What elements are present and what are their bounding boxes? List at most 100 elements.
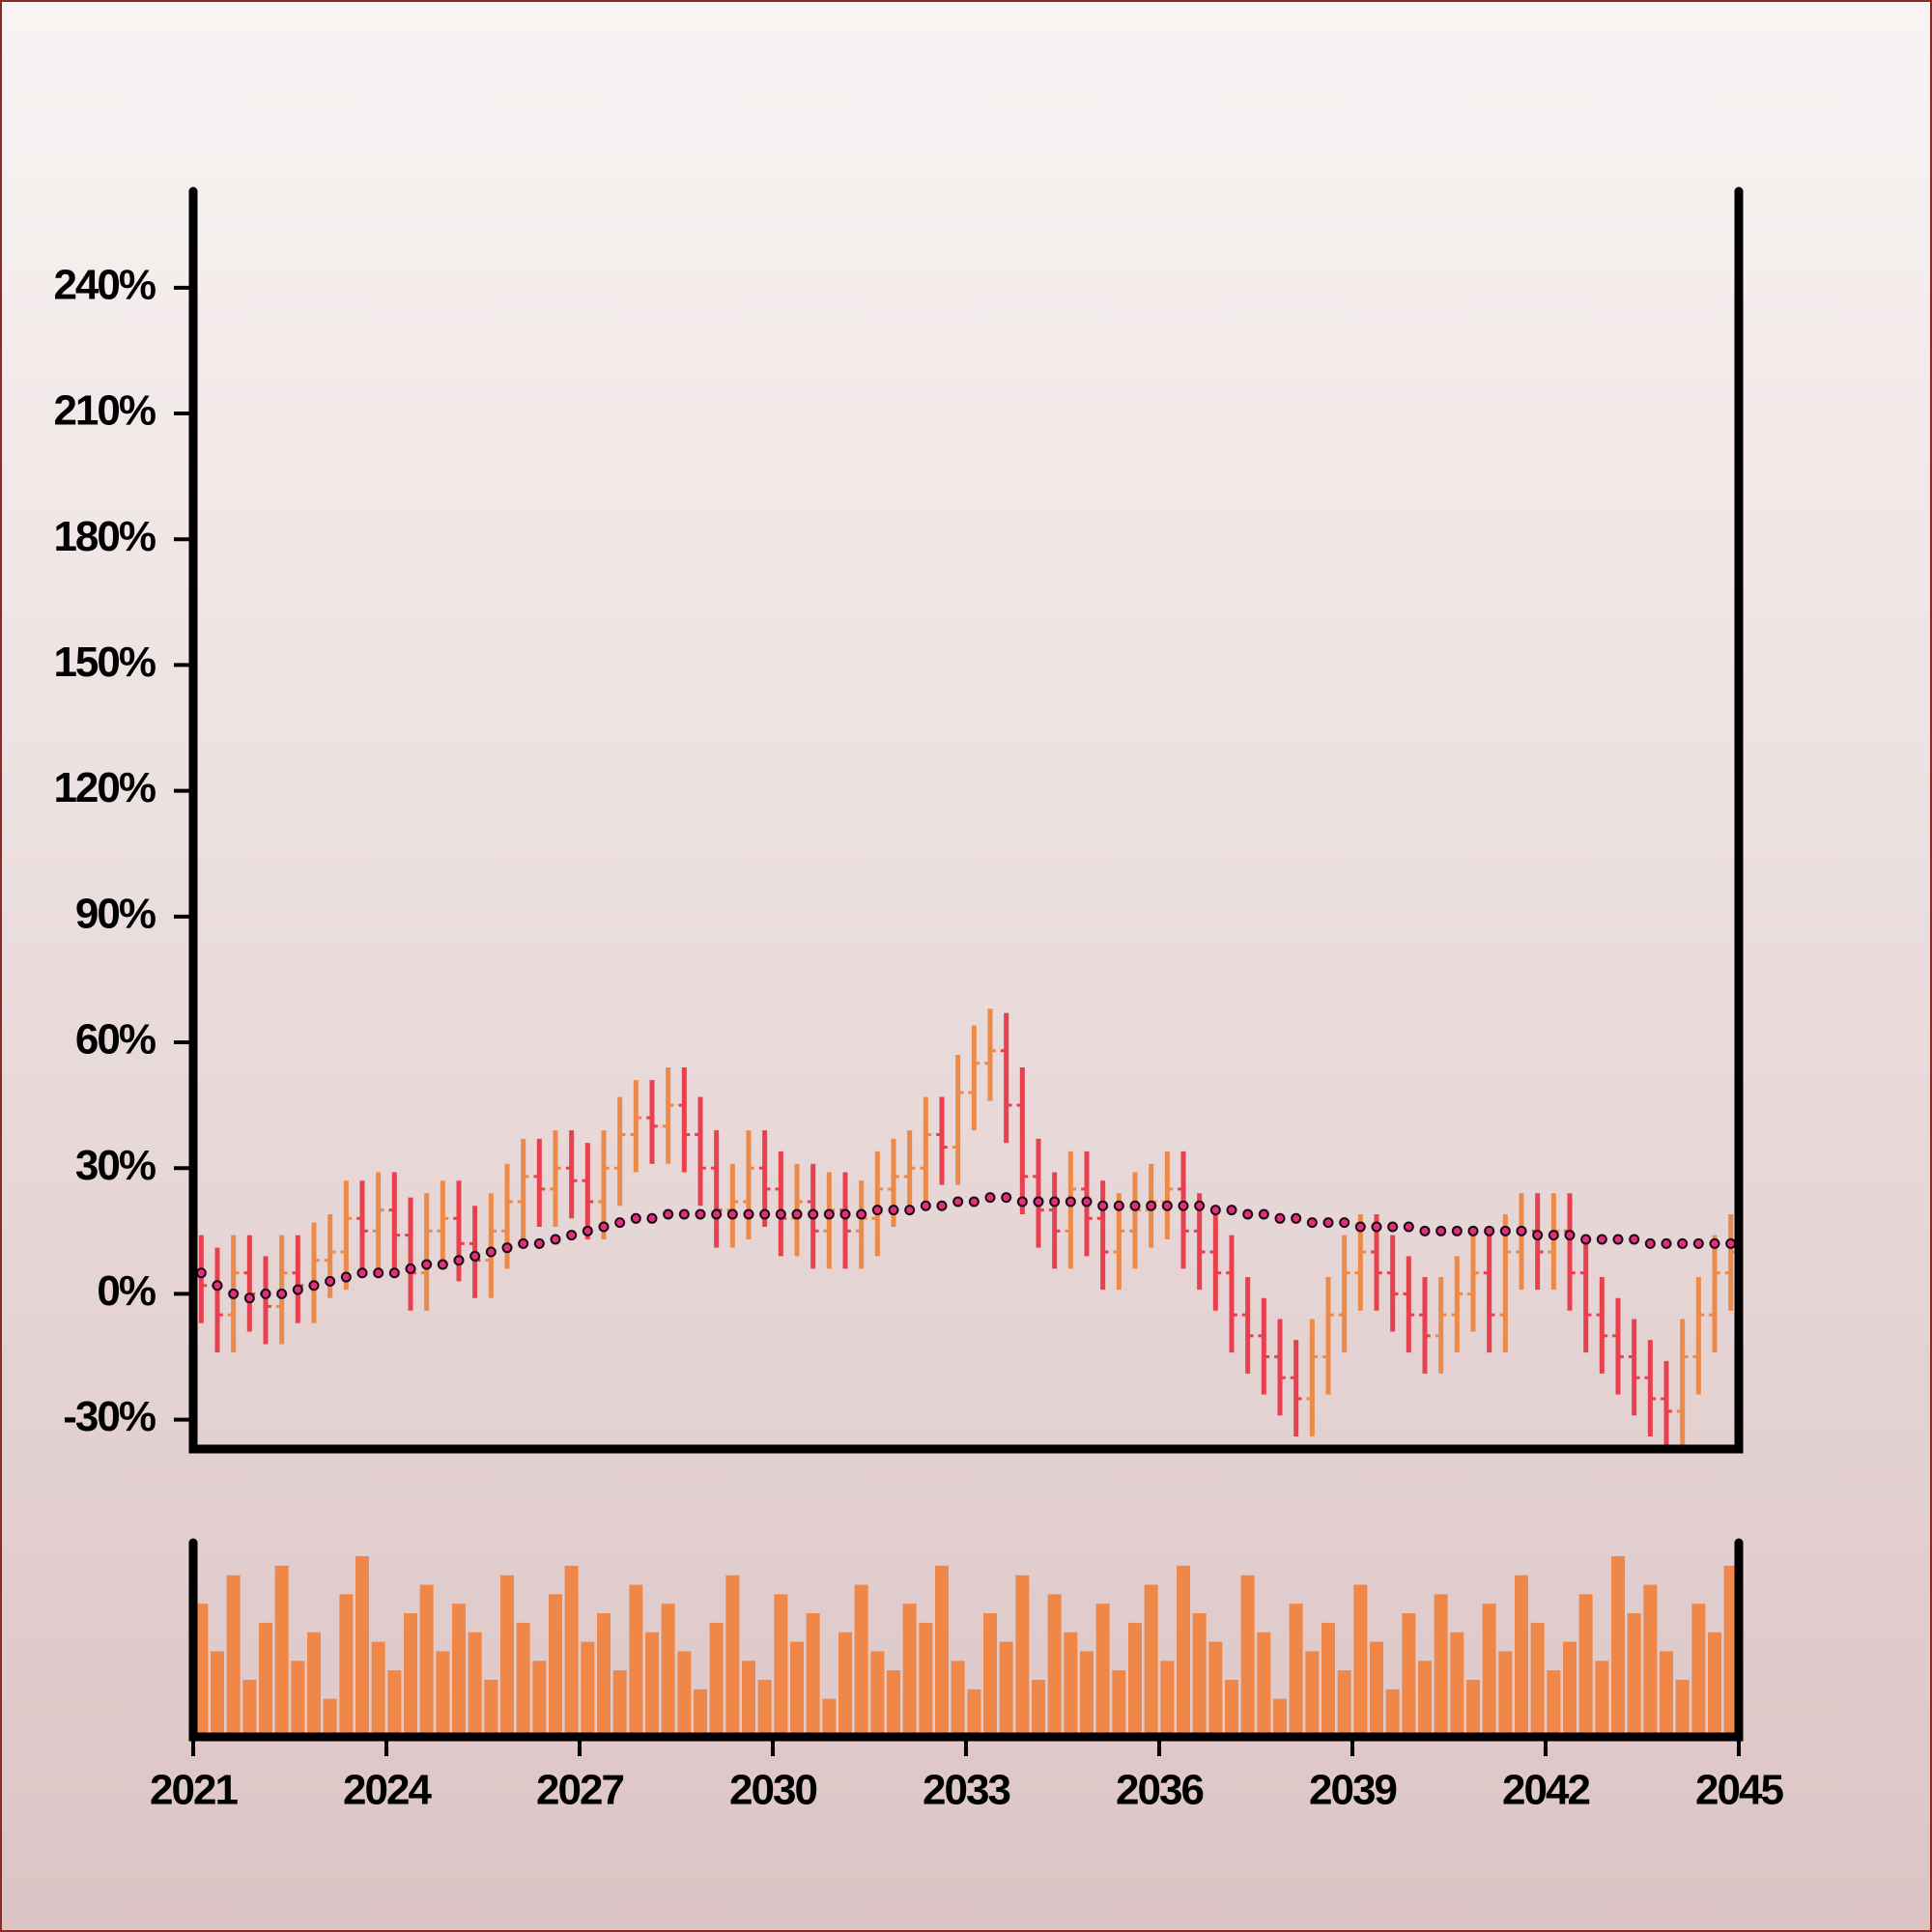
moving-average-point — [984, 1192, 996, 1204]
moving-average-point — [1113, 1200, 1124, 1211]
volume-bar — [1675, 1679, 1690, 1737]
moving-average-point — [743, 1208, 754, 1220]
moving-average-point — [1081, 1196, 1093, 1208]
moving-average-point — [1274, 1212, 1286, 1224]
volume-bar — [1482, 1604, 1496, 1737]
volume-bar — [1530, 1622, 1545, 1737]
volume-bar — [1208, 1641, 1223, 1737]
volume-bar — [1691, 1604, 1706, 1737]
moving-average-point — [1146, 1200, 1157, 1211]
moving-average-point — [678, 1208, 690, 1220]
moving-average-point — [405, 1263, 416, 1274]
volume-bar — [661, 1604, 675, 1737]
moving-average-point — [598, 1221, 610, 1233]
volume-bar — [1578, 1594, 1593, 1737]
moving-average-point — [920, 1200, 931, 1211]
moving-average-point — [292, 1284, 303, 1295]
moving-average-point — [276, 1288, 288, 1299]
volume-bar — [612, 1670, 627, 1737]
volume-bar — [1385, 1689, 1400, 1737]
moving-average-point — [936, 1200, 948, 1211]
volume-bar — [1225, 1679, 1238, 1737]
moving-average-point — [1016, 1196, 1028, 1208]
volume-bar — [1032, 1679, 1045, 1737]
volume-bar — [211, 1651, 224, 1737]
volume-bar — [709, 1622, 724, 1737]
volume-bar — [1643, 1584, 1658, 1737]
moving-average-point — [1242, 1208, 1254, 1220]
volume-bar — [1708, 1632, 1721, 1737]
x-tick-label: 2042 — [1502, 1767, 1589, 1814]
volume-bar — [597, 1613, 611, 1737]
volume-bar — [902, 1604, 917, 1737]
moving-average-point — [1677, 1237, 1689, 1249]
volume-bar — [1192, 1613, 1207, 1737]
moving-average-point — [1403, 1221, 1414, 1233]
volume-bar — [1257, 1632, 1271, 1737]
moving-average-point — [775, 1208, 786, 1220]
moving-average-point — [1178, 1200, 1189, 1211]
moving-average-point — [550, 1234, 561, 1245]
volume-bar — [1563, 1641, 1577, 1737]
moving-average-point — [1499, 1225, 1511, 1236]
volume-bar — [725, 1575, 740, 1737]
moving-average-point — [1692, 1237, 1704, 1249]
volume-bar — [999, 1641, 1013, 1737]
volume-bar — [1515, 1575, 1528, 1737]
y-tick-label: 90% — [75, 890, 156, 937]
main-frame — [188, 186, 1744, 1454]
y-tick-label: 0% — [97, 1267, 155, 1315]
volume-bar — [1450, 1632, 1464, 1737]
moving-average-point — [1322, 1217, 1334, 1229]
moving-average-point — [871, 1205, 883, 1216]
volume-bar — [1337, 1670, 1351, 1737]
volume-bar — [581, 1641, 595, 1737]
y-tick-label: -30% — [63, 1393, 156, 1440]
volume-bar — [838, 1632, 852, 1737]
x-tick-label: 2024 — [343, 1767, 432, 1814]
volume-bar — [404, 1613, 417, 1737]
volume-bar — [1112, 1670, 1126, 1737]
volume-bar — [1370, 1641, 1383, 1737]
x-tick-label: 2039 — [1309, 1767, 1396, 1814]
volume-bar — [564, 1565, 579, 1737]
volume-bar — [887, 1670, 900, 1737]
moving-average-point — [260, 1288, 271, 1299]
volume-bar — [371, 1641, 385, 1737]
moving-average-point — [726, 1208, 738, 1220]
moving-average-point — [388, 1267, 400, 1279]
moving-average-point — [533, 1237, 545, 1249]
moving-average-point — [1725, 1237, 1737, 1249]
volume-bar — [1240, 1575, 1255, 1737]
volume-bar — [1466, 1679, 1480, 1737]
moving-average-point — [421, 1259, 433, 1270]
volume-bar — [1660, 1651, 1673, 1737]
volume-bar — [1273, 1698, 1287, 1737]
moving-average-point — [243, 1293, 255, 1304]
moving-average-point — [1435, 1225, 1447, 1236]
moving-average-point — [1371, 1221, 1382, 1233]
volume-bar — [742, 1661, 755, 1737]
moving-average-point — [1612, 1234, 1624, 1245]
volume-bar — [1160, 1661, 1175, 1737]
moving-average-point — [630, 1212, 641, 1224]
volume-bar — [291, 1661, 305, 1737]
moving-average-point — [1467, 1225, 1479, 1236]
moving-average-point — [1049, 1196, 1061, 1208]
volume-bar — [1434, 1594, 1448, 1737]
moving-average-point — [1387, 1221, 1399, 1233]
volume-bar — [854, 1584, 868, 1737]
moving-average-point — [968, 1196, 980, 1208]
moving-average-point — [823, 1208, 835, 1220]
moving-average-point — [1097, 1200, 1109, 1211]
volume-bar — [339, 1594, 354, 1737]
moving-average-point — [1661, 1237, 1672, 1249]
moving-average-point — [469, 1250, 481, 1262]
moving-average-point — [1226, 1205, 1237, 1216]
x-tick-label: 2027 — [536, 1767, 623, 1814]
volume-bar — [629, 1584, 643, 1737]
volume-bar — [677, 1651, 692, 1737]
volume-bar — [935, 1565, 949, 1737]
volume-bar — [1353, 1584, 1368, 1737]
